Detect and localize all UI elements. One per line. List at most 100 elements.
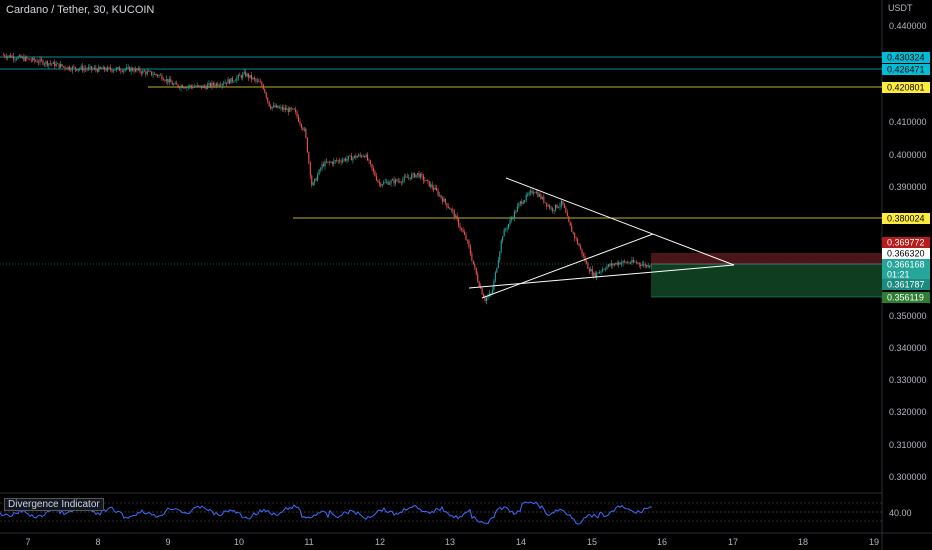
price-tick-6: 0.330000: [889, 375, 927, 385]
candle-body: [509, 219, 511, 224]
candle-body: [162, 79, 164, 81]
candle-body: [578, 244, 580, 247]
candle-body: [597, 272, 599, 274]
rising-support-trendline[interactable]: [481, 233, 654, 299]
candle-body: [367, 154, 369, 161]
candle-body: [154, 73, 156, 75]
candle-body: [265, 92, 267, 98]
last-label: 0.366168: [887, 260, 925, 270]
candle-body: [618, 262, 620, 265]
candle-body: [484, 297, 486, 301]
candle-body: [24, 56, 26, 61]
candle-body: [136, 68, 138, 70]
candle-body: [531, 191, 533, 194]
take-profit-zone[interactable]: [651, 264, 882, 297]
candle-body: [563, 203, 565, 208]
candle-body: [11, 56, 13, 58]
candle-body: [208, 83, 210, 85]
candle-body: [584, 255, 586, 262]
candle-body: [458, 219, 460, 226]
candle-body: [39, 59, 41, 63]
candle-body: [140, 71, 142, 74]
candle-body: [270, 106, 272, 109]
candle-body: [249, 75, 251, 78]
candle-body: [624, 261, 626, 262]
candle-body: [330, 162, 332, 163]
candle-body: [258, 80, 260, 83]
candle-body: [369, 160, 372, 164]
candle-body: [201, 85, 203, 89]
candle-body: [143, 70, 145, 72]
candle-body: [450, 209, 452, 211]
price-tick-9: 0.300000: [889, 472, 927, 482]
candle-body: [177, 84, 179, 87]
candle-body: [64, 66, 66, 69]
candle-body: [48, 63, 50, 66]
candle-body: [248, 73, 250, 78]
candle-body: [234, 80, 236, 82]
candle-body: [468, 240, 470, 247]
candle-body: [68, 66, 70, 70]
candle-body: [391, 179, 394, 181]
candle-body: [79, 68, 81, 70]
candle-body: [46, 61, 48, 66]
candle-body: [571, 225, 573, 232]
candle-body: [535, 192, 538, 194]
candle-body: [74, 66, 76, 69]
candle-body: [600, 271, 602, 272]
last-label-bg: [882, 259, 930, 281]
candle-body: [236, 77, 238, 81]
candle-body: [621, 262, 623, 265]
indicator-name[interactable]: Divergence Indicator: [4, 498, 104, 511]
candle-body: [383, 182, 385, 185]
candle-body: [164, 80, 166, 81]
candle-body: [137, 68, 139, 70]
candle-body: [396, 179, 398, 182]
candle-body: [52, 62, 54, 64]
candle-body: [619, 262, 621, 265]
candle-body: [485, 297, 488, 301]
candle-body: [107, 67, 109, 71]
candle-body: [289, 107, 291, 113]
candle-body: [297, 116, 300, 122]
candle-body: [115, 68, 117, 71]
candle-body: [290, 107, 292, 110]
candles-group: [2, 52, 652, 305]
candle-body: [422, 175, 424, 181]
candle-body: [20, 55, 22, 58]
candle-body: [250, 75, 253, 80]
candle-body: [189, 85, 191, 87]
candle-body: [184, 87, 186, 89]
candle-body: [275, 105, 278, 108]
candle-body: [647, 265, 649, 268]
candle-body: [33, 57, 35, 61]
candle-body: [387, 181, 389, 185]
candle-body: [32, 57, 34, 61]
candle-body: [649, 265, 651, 268]
candle-body: [293, 108, 295, 110]
candle-body: [211, 82, 213, 87]
candle-body: [440, 195, 442, 198]
candle-body: [280, 107, 282, 108]
candle-body: [568, 216, 570, 222]
candle-body: [374, 171, 376, 176]
stop-loss-zone[interactable]: [651, 253, 882, 264]
candle-body: [566, 212, 568, 217]
candle-body: [167, 78, 169, 83]
triangle-pattern[interactable]: [468, 177, 735, 299]
chart-title: Cardano / Tether, 30, KUCOIN: [6, 4, 155, 16]
candle-body: [641, 264, 643, 266]
candle-body: [339, 160, 341, 162]
candle-body: [397, 181, 399, 182]
candle-body: [156, 74, 159, 77]
candle-body: [309, 162, 311, 176]
candle-body: [242, 73, 244, 78]
triangle-upper-trendline[interactable]: [505, 177, 735, 266]
candle-body: [547, 205, 549, 207]
candle-body: [267, 97, 269, 102]
candle-body: [441, 197, 444, 202]
candle-body: [286, 108, 288, 110]
triangle-lower-trendline[interactable]: [468, 264, 735, 289]
candle-body: [262, 85, 264, 89]
